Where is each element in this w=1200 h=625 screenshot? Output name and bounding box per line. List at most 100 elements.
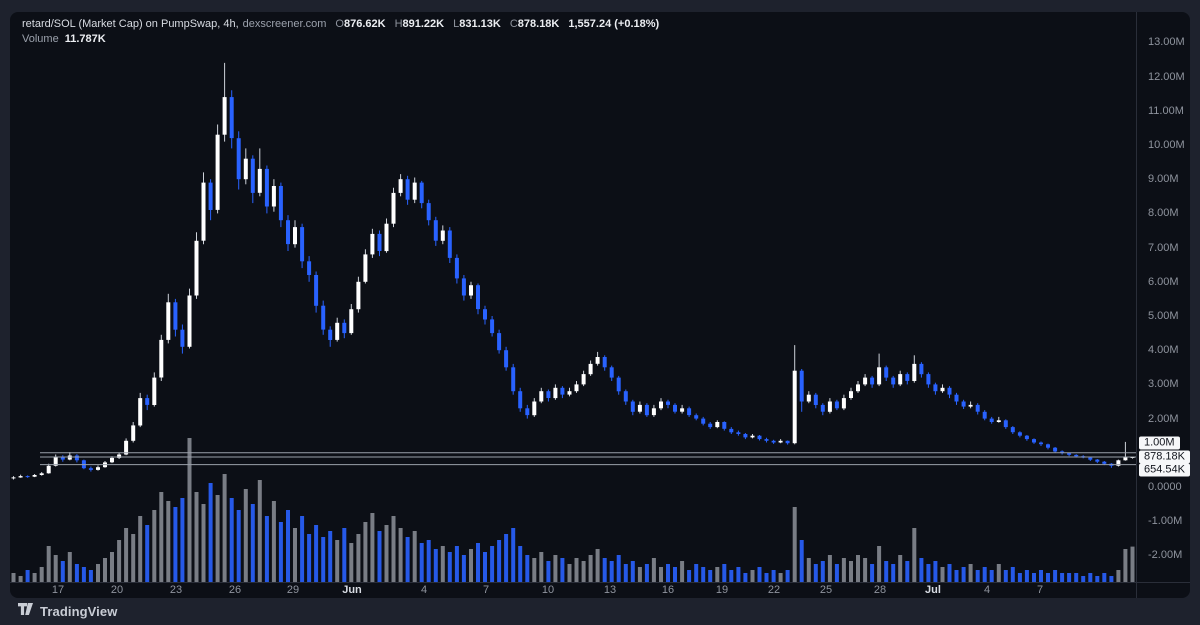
volume-bar	[680, 561, 685, 582]
candle-body	[849, 391, 853, 398]
volume-bar	[1017, 573, 1022, 582]
candle-body	[651, 408, 656, 416]
candle-body	[11, 477, 16, 479]
volume-bar	[919, 558, 924, 582]
volume-bar	[834, 564, 839, 582]
candle-body	[799, 370, 804, 402]
candle-body	[912, 363, 917, 381]
volume-bar	[215, 495, 220, 582]
candle-body	[898, 374, 903, 385]
volume-bar	[1046, 573, 1050, 582]
price-axis-label: 3.00M	[1148, 378, 1179, 391]
candle-body	[124, 440, 129, 455]
volume-bar	[1024, 570, 1029, 582]
price-chart-plot[interactable]	[10, 12, 1136, 582]
volume-bar	[799, 540, 804, 582]
volume-bar	[81, 567, 86, 582]
candle-body	[342, 322, 347, 334]
change-value: 1,557.24 (+0.18%)	[568, 18, 660, 30]
candle-body	[194, 240, 199, 296]
candle-body	[447, 230, 452, 258]
volume-bar	[933, 561, 938, 582]
volume-bar	[447, 552, 452, 582]
volume-bar	[53, 555, 58, 582]
volume-bar	[250, 504, 255, 582]
volume-bar	[849, 561, 853, 582]
chart-legend[interactable]: retard/SOL (Market Cap) on PumpSwap, 4h,…	[22, 17, 659, 47]
candle-body	[820, 404, 825, 412]
volume-bar	[764, 573, 769, 582]
volume-bar	[342, 528, 347, 582]
candle-body	[771, 440, 776, 443]
volume-bar	[321, 537, 326, 582]
candle-body	[680, 408, 685, 412]
time-axis-label: 23	[169, 584, 183, 596]
candle-body	[131, 425, 136, 441]
candle-body	[743, 434, 748, 438]
candle-body	[53, 456, 58, 466]
candle-body	[961, 401, 966, 407]
candle-body	[722, 422, 727, 429]
candle-body	[398, 179, 403, 193]
volume-bar	[46, 546, 51, 582]
volume-bar	[588, 555, 593, 582]
tradingview-logo-icon[interactable]	[18, 602, 33, 620]
volume-bar	[1074, 573, 1079, 582]
candle-body	[1032, 439, 1036, 443]
volume-bar	[743, 573, 748, 582]
volume-bar	[673, 567, 677, 582]
candle-body	[975, 404, 980, 412]
tradingview-brand[interactable]: TradingView	[40, 603, 118, 619]
candle-body	[300, 227, 305, 262]
volume-bar	[511, 528, 516, 582]
time-axis-label: 4	[983, 584, 991, 596]
volume-bar	[926, 564, 931, 582]
volume-bar	[32, 573, 37, 582]
candle-body	[750, 435, 755, 438]
candle-body	[454, 257, 459, 279]
volume-bar	[736, 567, 741, 582]
volume-bar	[1032, 573, 1036, 582]
volume-bar	[884, 561, 889, 582]
volume-bar	[257, 480, 262, 582]
candle-body	[546, 391, 551, 398]
volume-bar	[483, 552, 487, 582]
volume-bar	[504, 534, 509, 582]
candle-body	[236, 138, 241, 180]
volume-bar	[961, 567, 966, 582]
legend-volume-row: Volume 11.787K	[22, 32, 659, 47]
volume-bar	[1102, 573, 1107, 582]
volume-label: Volume	[22, 33, 59, 45]
volume-bar	[912, 528, 917, 582]
candle-body	[293, 227, 297, 245]
candle-body	[504, 350, 509, 368]
volume-bar	[560, 558, 565, 582]
time-axis[interactable]: 17 20 23 26 29 Jun 4 7 10 13 16 19 22 25 28 Jul 4 7	[10, 583, 1136, 598]
volume-bar	[243, 489, 248, 582]
candle-body	[560, 387, 565, 395]
candle-body	[539, 391, 544, 402]
time-axis-label: 16	[661, 584, 675, 596]
volume-bar	[490, 546, 495, 582]
price-axis-label: 2.00M	[1148, 412, 1179, 425]
price-axis-label: 10.00M	[1148, 139, 1185, 151]
candle-body	[117, 454, 122, 458]
volume-bar	[426, 540, 431, 582]
volume-bar	[201, 504, 206, 582]
volume-bar	[124, 528, 129, 582]
candle-body	[229, 97, 234, 139]
volume-bar	[1130, 546, 1135, 582]
candle-body	[264, 168, 269, 207]
candle-body	[384, 223, 389, 252]
candle-body	[1095, 459, 1100, 462]
candle-body	[328, 329, 333, 340]
price-axis[interactable]: 13.00M 12.00M 11.00M 10.00M 9.00M 8.00M 7.00M 6…	[1137, 12, 1190, 582]
time-axis-label: 28	[873, 584, 887, 596]
volume-bar	[975, 570, 980, 582]
time-axis-label: 29	[286, 584, 300, 596]
candle-body	[490, 319, 495, 334]
volume-bar	[1053, 570, 1058, 582]
volume-bar	[469, 549, 473, 582]
price-axis-label: 8.00M	[1148, 207, 1179, 220]
volume-bar	[391, 516, 396, 582]
